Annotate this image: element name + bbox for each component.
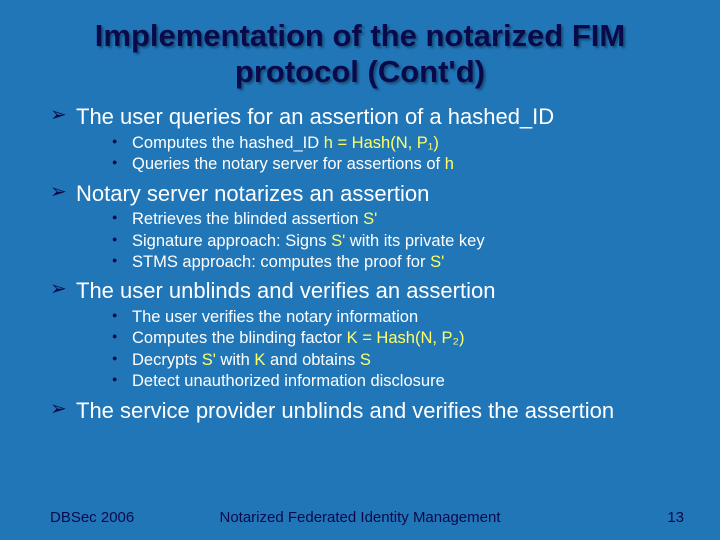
footer: DBSec 2006 Notarized Federated Identity … — [0, 509, 720, 526]
highlight-text: S' — [430, 253, 444, 271]
bullet-2-3: STMS approach: computes the proof for S' — [112, 252, 670, 273]
highlight-text: h = Hash(N, P₁) — [324, 134, 439, 152]
highlight-text: h — [445, 155, 454, 173]
footer-center: Notarized Federated Identity Management — [220, 509, 501, 526]
bullet-1-2: Queries the notary server for assertions… — [112, 154, 670, 175]
highlight-text: K = Hash(N, P₂) — [347, 329, 465, 347]
bullet-1-1: Computes the hashed_ID h = Hash(N, P₁) — [112, 133, 670, 154]
bullet-2-text: Notary server notarizes an assertion — [76, 181, 429, 206]
bullet-3-4: Detect unauthorized information disclosu… — [112, 371, 670, 392]
bullet-4: The service provider unblinds and verifi… — [50, 397, 670, 425]
bullet-3: The user unblinds and verifies an assert… — [50, 277, 670, 392]
slide-title: Implementation of the notarized FIM prot… — [50, 18, 670, 89]
bullet-3-3: Decrypts S' with K and obtains S — [112, 350, 670, 371]
bullet-1: The user queries for an assertion of a h… — [50, 103, 670, 175]
highlight-text: S — [360, 351, 371, 369]
highlight-text: S' — [202, 351, 216, 369]
bullet-3-2: Computes the blinding factor K = Hash(N,… — [112, 328, 670, 349]
bullet-4-text: The service provider unblinds and verifi… — [76, 398, 614, 423]
bullet-list: The user queries for an assertion of a h… — [50, 103, 670, 424]
highlight-text: K — [254, 351, 265, 369]
bullet-2-1: Retrieves the blinded assertion S' — [112, 209, 670, 230]
highlight-text: S' — [363, 210, 377, 228]
bullet-3-1: The user verifies the notary information — [112, 307, 670, 328]
highlight-text: S' — [331, 232, 345, 250]
bullet-1-text: The user queries for an assertion of a h… — [76, 104, 554, 129]
bullet-3-text: The user unblinds and verifies an assert… — [76, 278, 495, 303]
footer-left: DBSec 2006 — [50, 509, 134, 526]
footer-page-number: 13 — [667, 509, 684, 526]
bullet-2-2: Signature approach: Signs S' with its pr… — [112, 231, 670, 252]
bullet-2: Notary server notarizes an assertion Ret… — [50, 180, 670, 274]
